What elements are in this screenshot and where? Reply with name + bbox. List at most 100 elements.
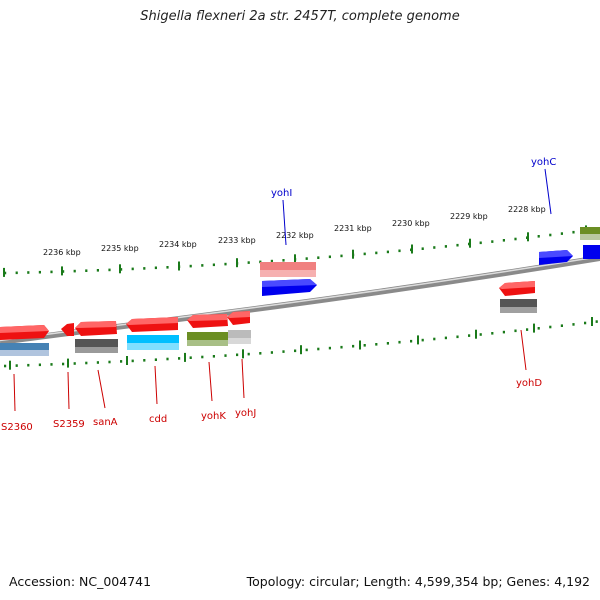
scale-major-tick xyxy=(9,360,11,370)
scale-dot xyxy=(15,364,18,367)
scale-major-tick xyxy=(61,266,63,276)
scale-dot xyxy=(595,320,598,323)
scale-dot xyxy=(143,267,146,270)
scale-dot xyxy=(317,347,320,351)
leader-yohD xyxy=(520,329,527,371)
scale-label-2233: 2233 kbp xyxy=(218,236,256,245)
scale-dot xyxy=(166,266,169,269)
scale-dot xyxy=(189,264,192,268)
scale-dot xyxy=(38,363,41,367)
feature-right-blue xyxy=(583,245,600,259)
scale-dot xyxy=(491,240,494,243)
leader-cdd xyxy=(154,365,158,405)
scale-dot xyxy=(282,350,285,353)
feature-S2360-b xyxy=(0,343,49,356)
scale-dot xyxy=(178,357,181,360)
leader-yohC xyxy=(544,168,552,215)
scale-dot xyxy=(282,259,285,262)
leader-sanA xyxy=(97,369,106,409)
scale-dot xyxy=(131,359,134,363)
scale-dot xyxy=(15,271,18,275)
scale-dot xyxy=(270,351,273,354)
scale-label-2234: 2234 kbp xyxy=(159,240,197,249)
scale-major-tick xyxy=(294,254,296,264)
scale-dot xyxy=(363,344,366,347)
scale-dot xyxy=(294,349,297,353)
upper-scale-track xyxy=(3,225,598,277)
scale-dot xyxy=(154,266,157,270)
gene-label-yohJ: yohJ xyxy=(235,408,256,419)
scale-dot xyxy=(166,357,169,361)
scale-dot xyxy=(340,345,343,349)
scale-dot xyxy=(154,358,157,361)
scale-dot xyxy=(375,343,378,346)
scale-major-tick xyxy=(352,249,354,259)
scale-major-tick xyxy=(119,264,121,274)
leader-yohJ xyxy=(241,358,245,399)
feature-S2360 xyxy=(0,325,49,340)
scale-dot xyxy=(85,361,88,365)
scale-dot xyxy=(96,361,99,364)
scale-dot xyxy=(456,335,459,339)
feature-yohI xyxy=(262,279,317,296)
scale-major-tick xyxy=(126,356,128,365)
scale-dot xyxy=(317,256,320,259)
scale-major-tick xyxy=(475,329,477,339)
scale-label-2229: 2229 kbp xyxy=(450,212,488,221)
scale-dot xyxy=(27,271,30,274)
feature-yohD xyxy=(499,281,535,296)
scale-dot xyxy=(270,259,273,263)
scale-major-tick xyxy=(417,335,419,345)
scale-dot xyxy=(549,325,552,329)
scale-dot xyxy=(108,360,111,364)
map-title: Shigella flexneri 2a str. 2457T, complet… xyxy=(140,9,460,24)
scale-dot xyxy=(62,270,65,273)
scale-major-tick xyxy=(527,232,529,242)
scale-dot xyxy=(491,332,494,335)
feature-yohI-pseudo xyxy=(260,262,316,277)
feature-right-olive xyxy=(580,227,600,240)
scale-dot xyxy=(108,268,111,272)
feature-cdd xyxy=(126,317,178,332)
scale-dot xyxy=(479,333,482,336)
scale-major-tick xyxy=(178,261,180,271)
scale-dot xyxy=(62,362,65,366)
leader-yohI xyxy=(282,199,287,246)
scale-dot xyxy=(560,324,563,327)
scale-major-tick xyxy=(184,352,186,362)
feature-sanA xyxy=(75,321,117,336)
feature-yohK xyxy=(187,314,228,328)
scale-dot xyxy=(572,323,575,326)
scale-dot xyxy=(305,257,308,260)
gene-label-sanA: sanA xyxy=(93,417,118,428)
scale-dot xyxy=(584,321,587,325)
leader-S2359 xyxy=(67,371,70,410)
genome-summary: Topology: circular; Length: 4,599,354 bp… xyxy=(246,574,590,589)
scale-label-2235: 2235 kbp xyxy=(101,244,139,253)
scale-dot xyxy=(433,246,436,249)
scale-dot xyxy=(50,363,53,366)
scale-dot xyxy=(73,362,76,365)
gene-label-cdd: cdd xyxy=(149,414,167,425)
scale-dot xyxy=(363,252,366,256)
scale-dot xyxy=(514,329,517,333)
scale-dot xyxy=(27,363,30,367)
scale-dot xyxy=(479,241,482,245)
scale-dot xyxy=(537,327,540,330)
gene-label-yohK: yohK xyxy=(201,411,226,422)
scale-dot xyxy=(433,337,436,341)
scale-dot xyxy=(189,356,192,359)
scale-dot xyxy=(259,352,262,355)
feature-sanA-b xyxy=(75,339,118,353)
label-leaders xyxy=(13,168,552,412)
scale-dot xyxy=(120,268,123,271)
scale-dot xyxy=(456,243,459,247)
scale-dot xyxy=(131,267,134,271)
scale-major-tick xyxy=(236,258,238,268)
scale-dot xyxy=(502,239,505,242)
accession-label: Accession: NC_004741 xyxy=(9,574,152,589)
scale-dot xyxy=(560,232,563,235)
scale-dot xyxy=(38,270,41,274)
leader-yohK xyxy=(208,361,213,402)
gene-label-yohC: yohC xyxy=(531,157,556,168)
